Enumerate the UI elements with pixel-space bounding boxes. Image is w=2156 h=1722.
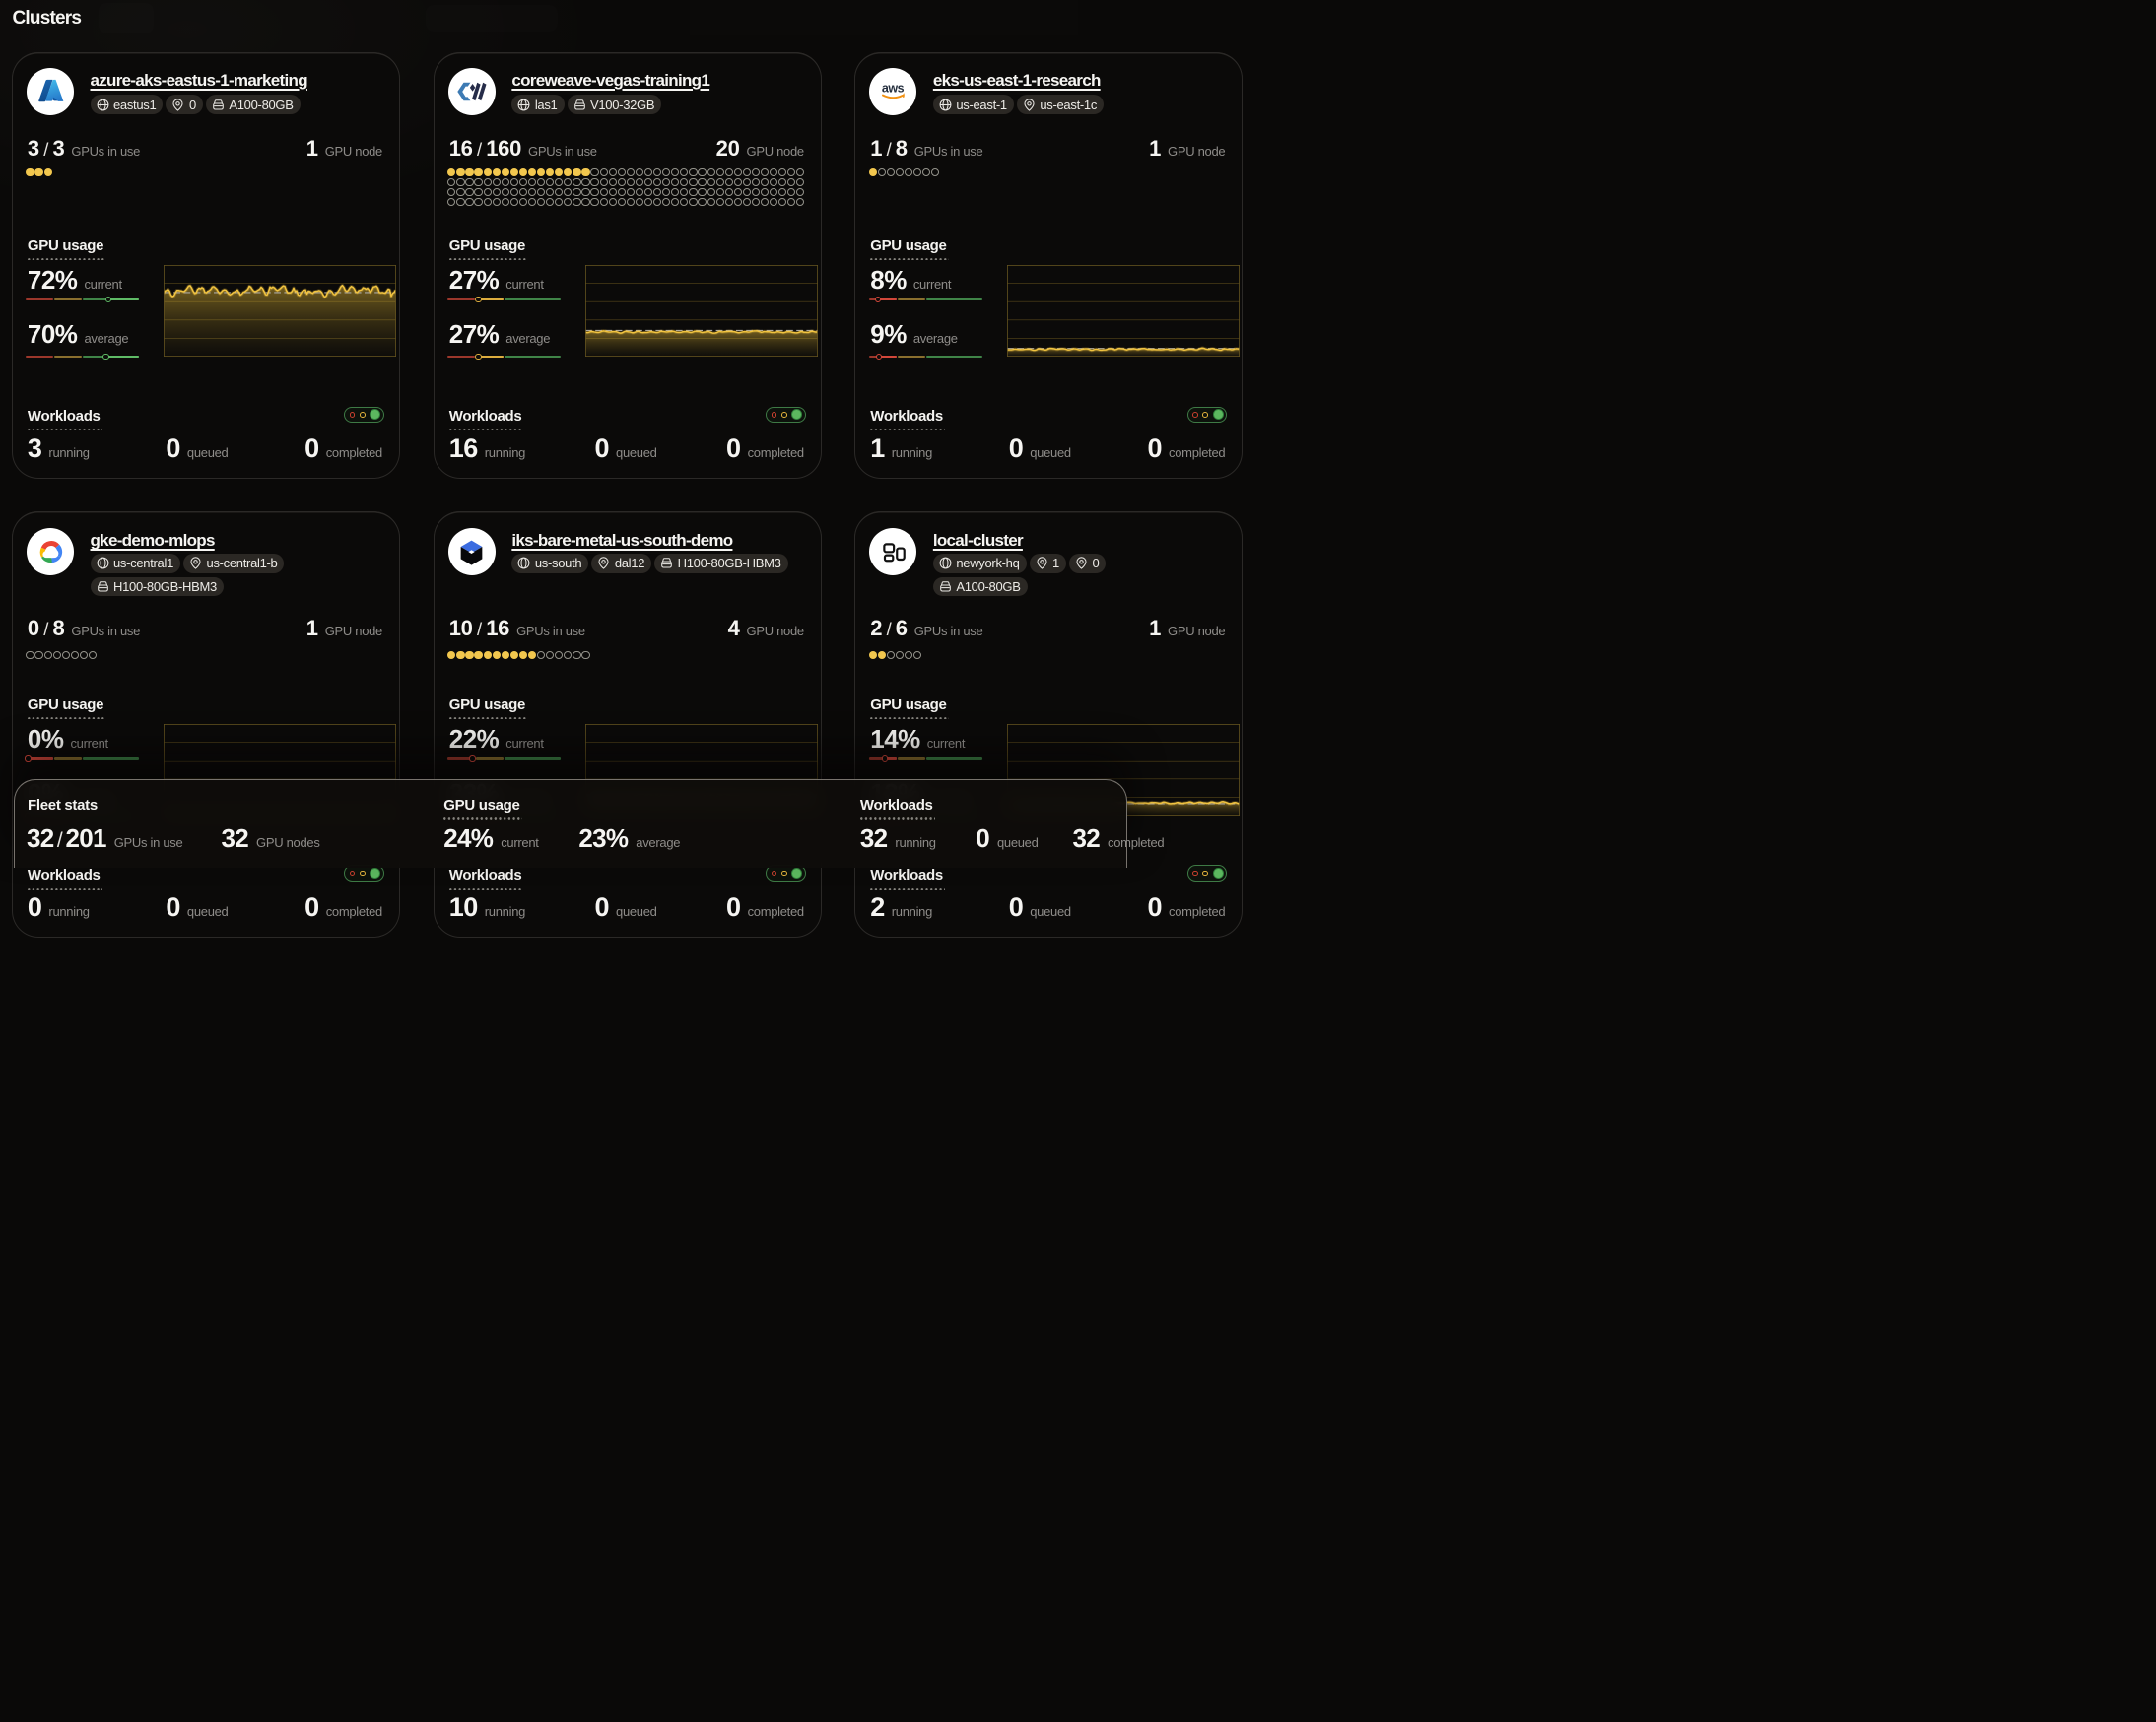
svg-text:aws: aws [882, 82, 905, 96]
